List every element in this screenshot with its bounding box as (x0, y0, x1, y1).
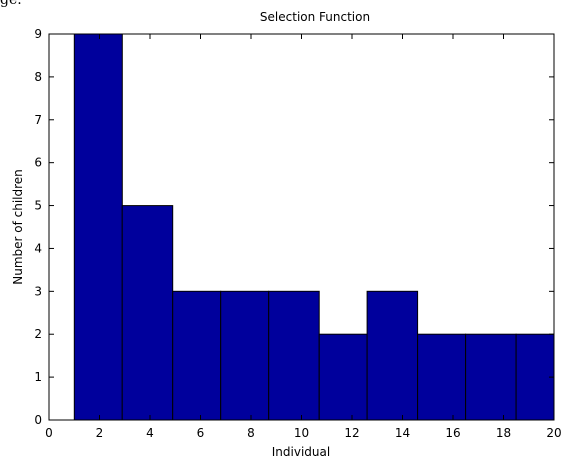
y-tick-label-5: 5 (34, 199, 42, 213)
histogram-bar-7 (366, 290, 419, 421)
y-axis-label: Number of children (11, 169, 25, 285)
y-tick-label-3: 3 (34, 284, 42, 298)
histogram-bar-9 (465, 333, 517, 421)
y-tick-label-4: 4 (34, 241, 42, 255)
histogram-bar-4 (220, 290, 270, 421)
histogram-bar-2 (121, 205, 174, 421)
x-tick-label-8: 8 (247, 426, 255, 440)
bars-group (73, 33, 555, 421)
y-tick-label-2: 2 (34, 327, 42, 341)
x-tick-label-12: 12 (344, 426, 359, 440)
y-axis-ticks: 0 1 2 3 4 5 6 7 8 9 (34, 27, 554, 427)
x-tick-label-18: 18 (496, 426, 511, 440)
x-tick-label-4: 4 (146, 426, 154, 440)
y-tick-label-0: 0 (34, 413, 42, 427)
x-tick-label-20: 20 (546, 426, 561, 440)
y-tick-label-8: 8 (34, 70, 42, 84)
y-tick-label-9: 9 (34, 27, 42, 41)
histogram-bar-6 (318, 333, 368, 421)
histogram-bar-8 (417, 333, 467, 421)
x-tick-label-2: 2 (96, 426, 104, 440)
histogram-bar-1 (73, 33, 123, 421)
x-tick-label-6: 6 (197, 426, 205, 440)
y-tick-label-7: 7 (34, 113, 42, 127)
x-tick-label-16: 16 (445, 426, 460, 440)
x-axis-label: Individual (272, 445, 330, 459)
y-tick-label-1: 1 (34, 370, 42, 384)
cropped-text-fragment: ge. (0, 0, 22, 8)
histogram-bar-3 (172, 290, 222, 421)
x-tick-label-14: 14 (395, 426, 410, 440)
chart-title: Selection Function (260, 10, 370, 24)
histogram-bar-5 (268, 290, 320, 421)
histogram-bar-10 (515, 333, 555, 421)
x-tick-label-0: 0 (45, 426, 53, 440)
x-tick-label-10: 10 (294, 426, 309, 440)
x-axis-ticks: 0 2 4 6 8 10 12 14 16 18 20 (45, 34, 562, 440)
y-tick-label-6: 6 (34, 156, 42, 170)
